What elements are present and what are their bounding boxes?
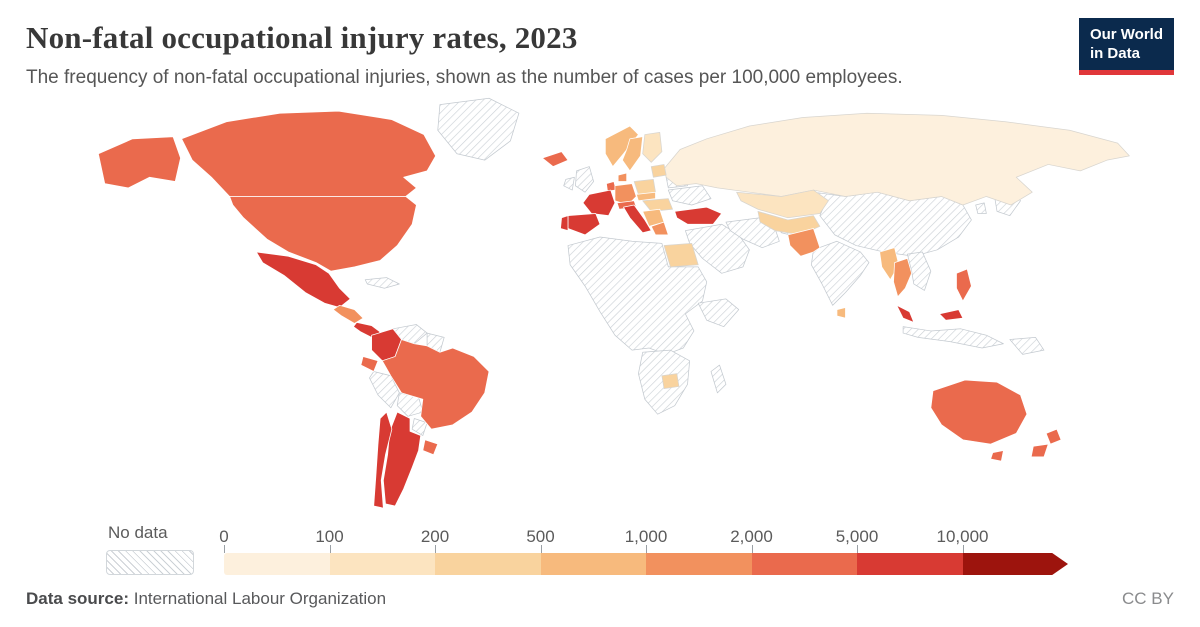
country-norway[interactable] <box>604 125 639 168</box>
country-italy[interactable] <box>623 204 652 234</box>
country-central-america[interactable] <box>332 305 364 324</box>
country-philippines[interactable] <box>956 268 972 302</box>
country-thailand[interactable] <box>893 258 913 298</box>
country-papua-new-guinea[interactable] <box>1009 337 1045 355</box>
country-greenland[interactable] <box>437 97 520 161</box>
country-czech-slovakia[interactable] <box>635 191 656 202</box>
legend-tick-mark <box>435 545 436 553</box>
legend-tick-label: 2,000 <box>730 527 773 546</box>
legend-bin-7[interactable] <box>962 553 1068 575</box>
data-source[interactable]: Data source: International Labour Organi… <box>26 589 386 609</box>
chart-header: Non-fatal occupational injury rates, 202… <box>0 0 1200 90</box>
country-egypt[interactable] <box>663 243 699 268</box>
country-alaska[interactable] <box>97 136 181 189</box>
chart-subtitle: The frequency of non-fatal occupational … <box>26 67 903 88</box>
legend-tick-mark <box>329 545 331 553</box>
country-north-africa[interactable] <box>567 236 708 355</box>
country-ukraine[interactable] <box>667 185 712 206</box>
country-turkey[interactable] <box>674 206 723 225</box>
world-map <box>97 97 1130 509</box>
country-zimbabwe[interactable] <box>661 373 680 390</box>
country-brazil[interactable] <box>381 339 490 430</box>
data-source-value: International Labour Organization <box>133 589 387 608</box>
country-kazakhstan[interactable] <box>736 189 829 219</box>
owid-logo-line2: in Data <box>1089 44 1140 62</box>
country-hungary-romania[interactable] <box>642 198 673 212</box>
country-australia[interactable] <box>930 379 1028 445</box>
country-malaysia-borneo[interactable] <box>939 309 964 321</box>
legend-tick-mark <box>962 545 964 553</box>
legend-no-data-label: No data <box>108 523 168 542</box>
legend-tick-mark <box>751 545 753 553</box>
country-cuba[interactable] <box>364 277 400 289</box>
country-malaysia-peninsula[interactable] <box>896 305 915 323</box>
country-new-zealand-north[interactable] <box>1045 428 1062 445</box>
country-united-states[interactable] <box>229 196 417 272</box>
country-greece[interactable] <box>650 221 669 236</box>
chart-footer: Data source: International Labour Organi… <box>0 575 1200 627</box>
country-iceland[interactable] <box>541 151 569 168</box>
country-portugal[interactable] <box>560 215 569 232</box>
country-france[interactable] <box>582 189 616 217</box>
country-paraguay[interactable] <box>411 418 428 436</box>
legend-tick-mark <box>857 545 858 553</box>
country-ireland[interactable] <box>563 176 575 191</box>
legend-tick-label: 100 <box>315 527 344 546</box>
license-badge[interactable]: CC BY <box>1122 589 1174 608</box>
legend-bin-4[interactable] <box>646 553 752 575</box>
legend-no-data-swatch[interactable] <box>106 550 194 575</box>
legend-tick-mark <box>224 545 225 553</box>
country-new-zealand-south[interactable] <box>1030 443 1049 458</box>
country-uruguay[interactable] <box>422 439 439 456</box>
legend-no-data: No data <box>106 523 194 575</box>
map-area <box>0 90 1200 521</box>
legend-bar <box>224 553 1068 575</box>
country-argentina[interactable] <box>382 411 422 507</box>
legend-tick-mark <box>540 545 542 553</box>
country-pakistan[interactable] <box>787 228 821 257</box>
country-tasmania[interactable] <box>990 450 1004 462</box>
country-poland[interactable] <box>633 179 656 195</box>
country-india[interactable] <box>810 240 870 306</box>
country-mexico[interactable] <box>255 251 351 308</box>
country-east-africa[interactable] <box>697 298 740 328</box>
legend-scale: 0 100 200 500 1,000 2,000 5,000 10,000 <box>219 527 1068 575</box>
legend-tick-label: 1,000 <box>624 527 668 546</box>
legend-tick-mark <box>646 545 647 553</box>
map-legend: No data 0 100 200 500 1,000 2,000 5,000 10,000 <box>0 523 1200 575</box>
country-baltics[interactable] <box>650 164 667 178</box>
country-denmark[interactable] <box>617 172 628 182</box>
legend-bin-3[interactable] <box>540 553 646 575</box>
country-chile[interactable] <box>373 411 393 509</box>
country-ecuador[interactable] <box>360 356 379 372</box>
legend-bin-2[interactable] <box>435 553 541 575</box>
legend-bin-1[interactable] <box>329 553 435 575</box>
country-middle-east[interactable] <box>685 223 750 274</box>
country-south-korea[interactable] <box>975 202 987 214</box>
legend-bin-5[interactable] <box>751 553 857 575</box>
legend-bin-0[interactable] <box>224 553 330 575</box>
country-sweden[interactable] <box>622 136 644 172</box>
country-canada[interactable] <box>181 110 437 197</box>
page-title: Non-fatal occupational injury rates, 202… <box>26 20 578 55</box>
legend-ticks: 0 100 200 500 1,000 2,000 5,000 10,000 <box>219 527 1068 547</box>
country-indonesia[interactable] <box>902 326 1004 349</box>
country-indochina[interactable] <box>907 251 932 291</box>
country-sri-lanka[interactable] <box>836 307 846 319</box>
owid-logo-line1: Our World <box>1089 26 1163 43</box>
country-madagascar[interactable] <box>710 364 727 394</box>
legend-bin-6[interactable] <box>857 553 963 575</box>
country-finland[interactable] <box>642 132 663 163</box>
legend-tick-label: 500 <box>526 527 555 546</box>
legend-tick-label: 0 <box>219 527 229 546</box>
legend-tick-label: 200 <box>420 527 450 546</box>
data-source-label: Data source: <box>26 589 129 608</box>
country-russia[interactable] <box>663 112 1130 206</box>
owid-logo[interactable]: Our World in Data <box>1078 18 1174 75</box>
legend-tick-label: 10,000 <box>936 527 989 546</box>
country-united-kingdom[interactable] <box>575 166 594 193</box>
country-spain[interactable] <box>567 213 601 236</box>
legend-tick-label: 5,000 <box>835 527 879 546</box>
